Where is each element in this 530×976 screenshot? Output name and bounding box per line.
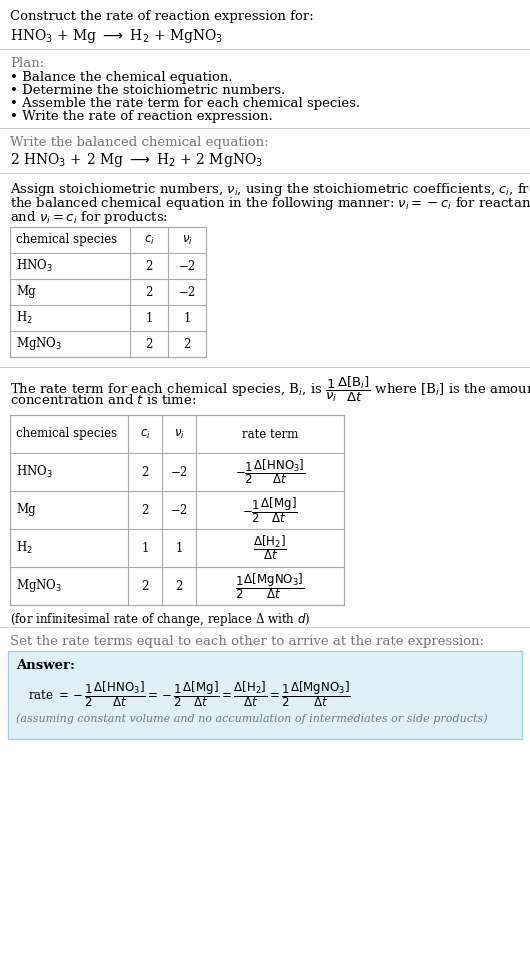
Text: the balanced chemical equation in the following manner: $\nu_i = -c_i$ for react: the balanced chemical equation in the fo… [10, 195, 530, 212]
Text: $\nu_i$: $\nu_i$ [174, 427, 184, 440]
Text: 1: 1 [145, 311, 153, 324]
Text: (for infinitesimal rate of change, replace Δ with $d$): (for infinitesimal rate of change, repla… [10, 611, 311, 628]
Bar [10, 415, 344, 605]
Text: Assign stoichiometric numbers, $\nu_i$, using the stoichiometric coefficients, $: Assign stoichiometric numbers, $\nu_i$, … [10, 181, 530, 198]
Text: $\nu_i$: $\nu_i$ [182, 233, 192, 247]
Text: chemical species: chemical species [16, 233, 117, 247]
Text: H$_2$: H$_2$ [16, 310, 33, 326]
Text: $c_i$: $c_i$ [139, 427, 151, 440]
Text: 2: 2 [142, 504, 149, 516]
Text: • Write the rate of reaction expression.: • Write the rate of reaction expression. [10, 110, 273, 123]
Text: rate $= -\dfrac{1}{2}\dfrac{\Delta[\mathrm{HNO_3}]}{\Delta t} = -\dfrac{1}{2}\df: rate $= -\dfrac{1}{2}\dfrac{\Delta[\math… [28, 679, 351, 709]
Text: −2: −2 [170, 504, 188, 516]
Text: rate term: rate term [242, 427, 298, 440]
Text: H$_2$: H$_2$ [16, 540, 33, 556]
Text: Mg: Mg [16, 504, 36, 516]
Text: −2: −2 [179, 260, 196, 272]
Text: 2: 2 [142, 466, 149, 478]
Text: Set the rate terms equal to each other to arrive at the rate expression:: Set the rate terms equal to each other t… [10, 635, 484, 648]
Text: −2: −2 [170, 466, 188, 478]
Text: 2: 2 [183, 338, 191, 350]
Text: 2: 2 [145, 338, 153, 350]
Text: • Determine the stoichiometric numbers.: • Determine the stoichiometric numbers. [10, 84, 285, 97]
Text: (assuming constant volume and no accumulation of intermediates or side products): (assuming constant volume and no accumul… [16, 713, 488, 723]
Text: and $\nu_i = c_i$ for products:: and $\nu_i = c_i$ for products: [10, 209, 168, 226]
Text: Answer:: Answer: [16, 659, 75, 672]
FancyBboxPatch shape [8, 651, 522, 739]
Text: HNO$_3$: HNO$_3$ [16, 258, 53, 274]
Text: Construct the rate of reaction expression for:: Construct the rate of reaction expressio… [10, 10, 314, 23]
Text: 1: 1 [183, 311, 191, 324]
Text: 2: 2 [145, 260, 153, 272]
Text: The rate term for each chemical species, B$_i$, is $\dfrac{1}{\nu_i}\dfrac{\Delt: The rate term for each chemical species,… [10, 375, 530, 404]
Text: Plan:: Plan: [10, 57, 44, 70]
Text: $\dfrac{\Delta[\mathrm{H_2}]}{\Delta t}$: $\dfrac{\Delta[\mathrm{H_2}]}{\Delta t}$ [253, 534, 287, 562]
Text: $c_i$: $c_i$ [144, 233, 154, 247]
Text: • Assemble the rate term for each chemical species.: • Assemble the rate term for each chemic… [10, 97, 360, 110]
Text: 2 HNO$_3$ + 2 Mg $\longrightarrow$ H$_2$ + 2 MgNO$_3$: 2 HNO$_3$ + 2 Mg $\longrightarrow$ H$_2$… [10, 151, 263, 169]
Text: $-\dfrac{1}{2}\dfrac{\Delta[\mathrm{Mg}]}{\Delta t}$: $-\dfrac{1}{2}\dfrac{\Delta[\mathrm{Mg}]… [242, 495, 298, 525]
Text: 2: 2 [145, 286, 153, 299]
Text: Write the balanced chemical equation:: Write the balanced chemical equation: [10, 136, 269, 149]
Text: HNO$_3$: HNO$_3$ [16, 464, 53, 480]
Text: chemical species: chemical species [16, 427, 117, 440]
Text: $-\dfrac{1}{2}\dfrac{\Delta[\mathrm{HNO_3}]}{\Delta t}$: $-\dfrac{1}{2}\dfrac{\Delta[\mathrm{HNO_… [235, 458, 305, 486]
Text: 2: 2 [142, 580, 149, 592]
Text: Mg: Mg [16, 286, 36, 299]
Text: −2: −2 [179, 286, 196, 299]
Bar [10, 227, 206, 357]
Text: 1: 1 [142, 542, 149, 554]
Text: • Balance the chemical equation.: • Balance the chemical equation. [10, 71, 233, 84]
Text: HNO$_3$ + Mg $\longrightarrow$ H$_2$ + MgNO$_3$: HNO$_3$ + Mg $\longrightarrow$ H$_2$ + M… [10, 27, 223, 45]
Text: MgNO$_3$: MgNO$_3$ [16, 578, 62, 594]
Text: 2: 2 [175, 580, 183, 592]
Text: MgNO$_3$: MgNO$_3$ [16, 336, 62, 352]
Text: concentration and $t$ is time:: concentration and $t$ is time: [10, 393, 197, 407]
Text: $\dfrac{1}{2}\dfrac{\Delta[\mathrm{MgNO_3}]}{\Delta t}$: $\dfrac{1}{2}\dfrac{\Delta[\mathrm{MgNO_… [235, 571, 305, 601]
Text: 1: 1 [175, 542, 183, 554]
